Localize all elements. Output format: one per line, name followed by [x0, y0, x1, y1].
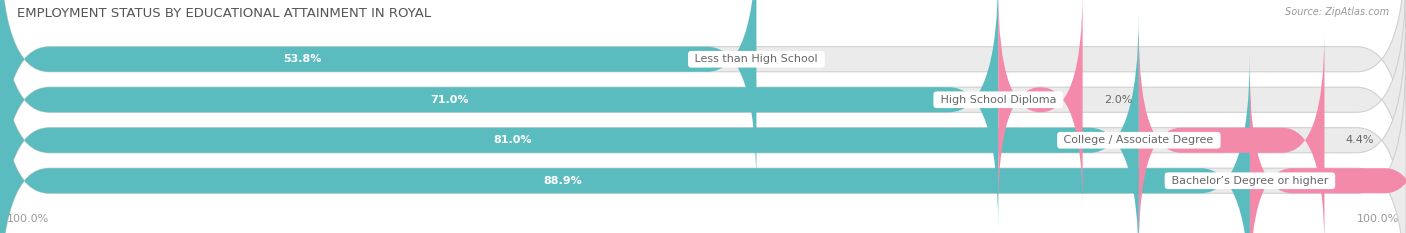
FancyBboxPatch shape	[1250, 72, 1406, 233]
FancyBboxPatch shape	[0, 11, 1406, 233]
Text: High School Diploma: High School Diploma	[936, 95, 1060, 105]
Text: 4.4%: 4.4%	[1346, 135, 1374, 145]
FancyBboxPatch shape	[0, 11, 1139, 233]
Text: 100.0%: 100.0%	[7, 214, 49, 224]
FancyBboxPatch shape	[1139, 31, 1324, 233]
Text: Bachelor’s Degree or higher: Bachelor’s Degree or higher	[1168, 176, 1331, 186]
Text: 100.0%: 100.0%	[1357, 214, 1399, 224]
FancyBboxPatch shape	[0, 51, 1406, 233]
Text: College / Associate Degree: College / Associate Degree	[1060, 135, 1218, 145]
Text: 71.0%: 71.0%	[430, 95, 468, 105]
FancyBboxPatch shape	[0, 0, 1406, 188]
Text: 88.9%: 88.9%	[543, 176, 582, 186]
Text: 81.0%: 81.0%	[494, 135, 531, 145]
Text: Less than High School: Less than High School	[692, 54, 821, 64]
FancyBboxPatch shape	[998, 0, 1083, 209]
Text: 53.8%: 53.8%	[284, 54, 322, 64]
Text: Source: ZipAtlas.com: Source: ZipAtlas.com	[1285, 7, 1389, 17]
FancyBboxPatch shape	[0, 51, 1250, 233]
FancyBboxPatch shape	[0, 0, 998, 229]
Text: EMPLOYMENT STATUS BY EDUCATIONAL ATTAINMENT IN ROYAL: EMPLOYMENT STATUS BY EDUCATIONAL ATTAINM…	[17, 7, 432, 20]
Text: 2.0%: 2.0%	[1104, 95, 1132, 105]
Text: 0.0%: 0.0%	[778, 54, 806, 64]
FancyBboxPatch shape	[0, 0, 756, 188]
